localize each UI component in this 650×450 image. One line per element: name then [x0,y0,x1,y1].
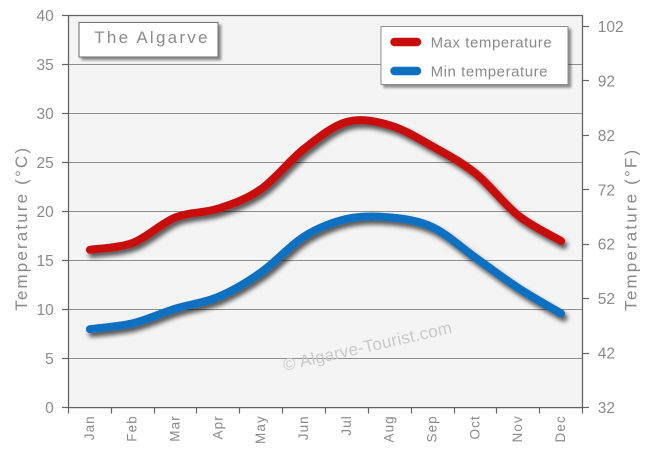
svg-text:Sep: Sep [425,415,440,442]
svg-text:72: 72 [598,182,615,199]
svg-text:Aug: Aug [382,415,397,442]
svg-text:40: 40 [37,8,55,25]
svg-text:Jul: Jul [339,415,354,436]
svg-text:Min temperature: Min temperature [431,63,548,80]
svg-text:Dec: Dec [553,415,568,442]
svg-text:25: 25 [37,155,54,172]
svg-text:35: 35 [37,57,54,74]
svg-text:82: 82 [598,128,615,145]
svg-text:42: 42 [598,346,615,363]
svg-text:Nov: Nov [510,415,525,442]
svg-text:Temperature (°F): Temperature (°F) [622,148,641,311]
svg-text:20: 20 [37,204,55,221]
svg-text:62: 62 [598,237,615,254]
svg-text:30: 30 [37,106,55,123]
svg-text:15: 15 [37,253,54,270]
svg-text:Mar: Mar [168,415,183,442]
svg-text:0: 0 [45,400,54,417]
svg-text:32: 32 [598,400,615,417]
svg-text:Feb: Feb [125,415,140,442]
svg-text:5: 5 [45,351,54,368]
svg-text:10: 10 [37,302,55,319]
svg-text:The Algarve: The Algarve [94,28,209,47]
svg-text:Jun: Jun [296,415,311,440]
svg-text:102: 102 [598,19,624,36]
svg-text:Oct: Oct [467,415,482,439]
svg-text:Max temperature: Max temperature [431,34,553,51]
svg-text:Apr: Apr [210,415,225,439]
svg-text:92: 92 [598,73,615,90]
svg-text:Temperature (°C): Temperature (°C) [12,146,31,311]
svg-text:May: May [253,415,268,444]
svg-text:52: 52 [598,291,615,308]
svg-text:Jan: Jan [82,415,97,440]
